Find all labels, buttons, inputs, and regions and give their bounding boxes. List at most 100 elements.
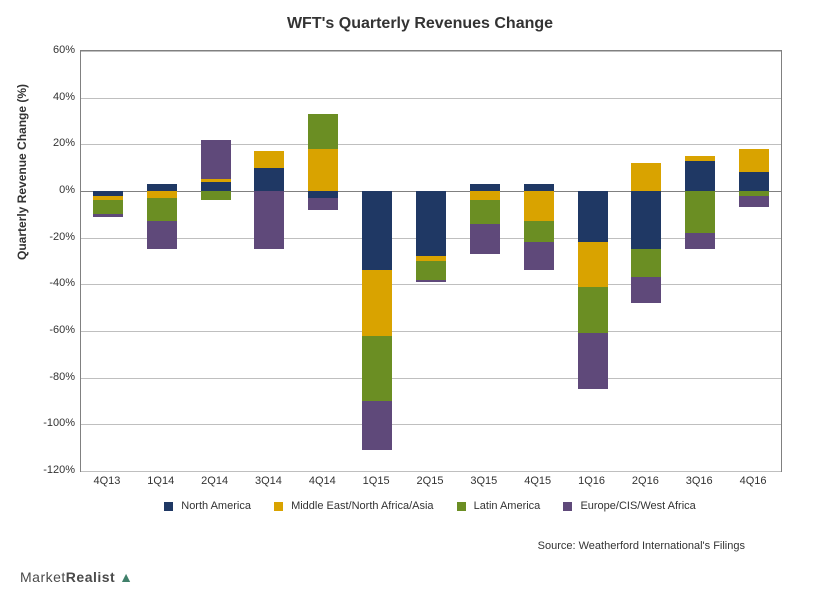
legend: North America Middle East/North Africa/A… [80, 500, 780, 512]
bar-segment [524, 184, 554, 191]
x-tick-label: 1Q14 [147, 475, 174, 487]
bar-segment [308, 191, 338, 198]
bar-segment [578, 287, 608, 334]
y-tick-label: -40% [25, 277, 75, 289]
brand-realist: Realist [66, 569, 115, 585]
bar-segment [147, 191, 177, 198]
plot-area [80, 50, 782, 472]
bar-group [578, 51, 608, 471]
bar-segment [254, 168, 284, 191]
bar-group [524, 51, 554, 471]
bar-segment [524, 221, 554, 242]
bar-segment [470, 224, 500, 254]
bar-segment [470, 184, 500, 191]
bar-segment [147, 184, 177, 191]
bar-segment [308, 149, 338, 191]
bar-segment [308, 114, 338, 149]
bar-group [416, 51, 446, 471]
legend-item-mena: Middle East/North Africa/Asia [274, 500, 434, 512]
legend-item-na: North America [164, 500, 251, 512]
bar-segment [685, 156, 715, 161]
bar-segment [93, 200, 123, 214]
bar-group [362, 51, 392, 471]
bar-group [254, 51, 284, 471]
bar-segment [631, 277, 661, 303]
bar-segment [416, 261, 446, 280]
bar-segment [578, 333, 608, 389]
y-tick-label: 20% [25, 137, 75, 149]
x-tick-label: 3Q16 [686, 475, 713, 487]
brand-arrow-icon: ▲ [119, 569, 133, 585]
bar-segment [524, 242, 554, 270]
bar-segment [470, 191, 500, 200]
bar-segment [254, 191, 284, 249]
y-tick-label: 40% [25, 91, 75, 103]
chart-container: WFT's Quarterly Revenues Change Quarterl… [0, 0, 840, 600]
bar-group [308, 51, 338, 471]
x-tick-label: 4Q15 [524, 475, 551, 487]
x-tick-label: 4Q14 [309, 475, 336, 487]
x-tick-label: 2Q15 [417, 475, 444, 487]
bar-segment [201, 182, 231, 191]
bar-segment [147, 221, 177, 249]
legend-swatch-icon [457, 502, 466, 511]
brand-market: Market [20, 569, 66, 585]
bar-segment [147, 198, 177, 221]
bar-segment [739, 149, 769, 172]
y-tick-label: -100% [25, 417, 75, 429]
bar-segment [416, 191, 446, 256]
bar-segment [631, 163, 661, 191]
bar-segment [631, 249, 661, 277]
legend-item-la: Latin America [457, 500, 541, 512]
bar-segment [201, 191, 231, 200]
bar-segment [308, 198, 338, 210]
bar-segment [362, 401, 392, 450]
x-tick-label: 3Q15 [470, 475, 497, 487]
bar-segment [685, 191, 715, 233]
bar-group [147, 51, 177, 471]
source-text: Source: Weatherford International's Fili… [538, 540, 745, 552]
bar-segment [739, 196, 769, 208]
x-tick-label: 2Q16 [632, 475, 659, 487]
bar-segment [362, 270, 392, 335]
bar-segment [739, 172, 769, 191]
legend-label: Middle East/North Africa/Asia [291, 500, 433, 512]
bar-group [201, 51, 231, 471]
bar-group [93, 51, 123, 471]
bar-segment [631, 191, 661, 249]
bar-segment [201, 140, 231, 180]
bar-segment [524, 191, 554, 221]
x-tick-label: 4Q16 [740, 475, 767, 487]
y-tick-label: 60% [25, 44, 75, 56]
bar-segment [685, 233, 715, 249]
y-tick-label: -120% [25, 464, 75, 476]
bar-segment [470, 200, 500, 223]
y-tick-label: 0% [25, 184, 75, 196]
legend-swatch-icon [274, 502, 283, 511]
legend-label: North America [181, 500, 251, 512]
bar-segment [93, 214, 123, 216]
bar-segment [254, 151, 284, 167]
x-tick-label: 4Q13 [93, 475, 120, 487]
legend-item-eu: Europe/CIS/West Africa [563, 500, 695, 512]
bar-segment [578, 242, 608, 286]
chart-title: WFT's Quarterly Revenues Change [0, 0, 840, 38]
x-tick-label: 3Q14 [255, 475, 282, 487]
brand-logo: MarketRealist ▲ [20, 569, 133, 585]
bar-segment [578, 191, 608, 242]
legend-swatch-icon [164, 502, 173, 511]
bar-group [685, 51, 715, 471]
x-tick-label: 2Q14 [201, 475, 228, 487]
bar-segment [416, 280, 446, 282]
bar-group [470, 51, 500, 471]
gridline [81, 471, 781, 472]
x-tick-label: 1Q15 [363, 475, 390, 487]
bar-group [739, 51, 769, 471]
y-tick-label: -20% [25, 231, 75, 243]
legend-swatch-icon [563, 502, 572, 511]
y-tick-label: -60% [25, 324, 75, 336]
bar-segment [362, 336, 392, 401]
bar-segment [201, 179, 231, 181]
bar-group [631, 51, 661, 471]
bar-segment [685, 161, 715, 191]
